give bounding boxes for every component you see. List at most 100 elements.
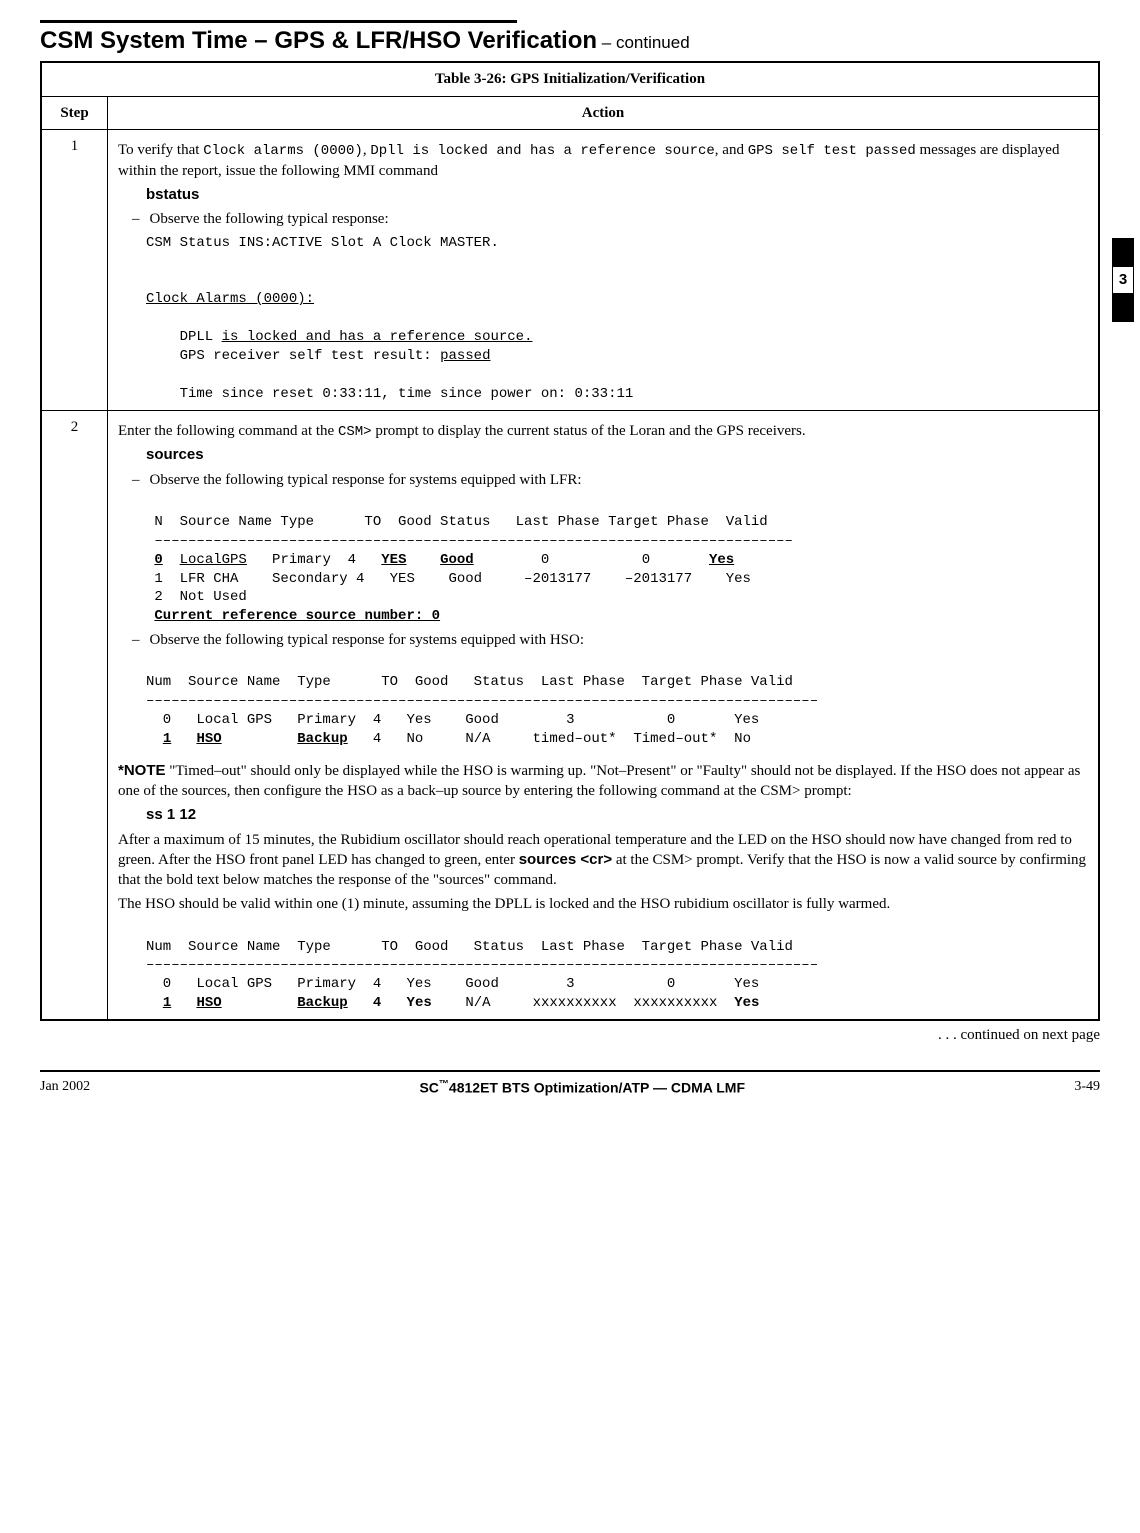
caption-rest: GPS Initialization/Verification (506, 71, 705, 87)
t: Enter the following command at the (118, 423, 338, 439)
t: 0 0 (474, 552, 709, 568)
t: Backup (297, 995, 347, 1011)
t: 0 (154, 552, 162, 568)
t: N/A xxxxxxxxxx xxxxxxxxxx (432, 995, 734, 1011)
step2-action: Enter the following command at the CSM> … (108, 410, 1100, 1020)
after2: The HSO should be valid within one (1) m… (118, 894, 1088, 914)
t: DPLL (146, 329, 222, 345)
page-footer: Jan 2002 SC™4812ET BTS Optimization/ATP … (40, 1070, 1100, 1098)
t: "Timed–out" should only be displayed whi… (118, 763, 1080, 799)
fin-row0: 0 Local GPS Primary 4 Yes Good 3 0 Yes (146, 975, 1088, 994)
dash: – (132, 630, 140, 650)
title-rule-top (40, 20, 517, 23)
title-main: CSM System Time – GPS & LFR/HSO Verifica… (40, 27, 597, 54)
hso-rule: ––––––––––––––––––––––––––––––––––––––––… (146, 692, 1088, 711)
step2-cmd: sources (146, 445, 1088, 465)
t (406, 552, 440, 568)
t: Current reference source number: 0 (154, 608, 440, 624)
step-num: 2 (41, 410, 108, 1020)
footer-center: SC™4812ET BTS Optimization/ATP — CDMA LM… (90, 1078, 1074, 1098)
t: Observe the following typical response f… (150, 470, 582, 490)
t: Yes (709, 552, 734, 568)
step1-action: To verify that Clock alarms (0000), Dpll… (108, 129, 1100, 410)
t (381, 995, 406, 1011)
step2-obs-lfr: – Observe the following typical response… (118, 470, 1088, 490)
step2-intro: Enter the following command at the CSM> … (118, 421, 1088, 442)
t: SC (419, 1080, 438, 1096)
blank (146, 271, 1088, 290)
t: HSO (196, 995, 221, 1011)
t: Dpll is locked and has a reference sourc… (370, 143, 714, 159)
t: prompt to display the current status of … (372, 423, 806, 439)
table-row: 2 Enter the following command at the CSM… (41, 410, 1099, 1020)
t: HSO (196, 731, 221, 747)
hso-row1: 1 HSO Backup 4 No N/A timed–out* Timed–o… (146, 730, 1088, 749)
side-tab: 3 (1112, 238, 1134, 322)
t (348, 995, 373, 1011)
blank (146, 494, 1088, 513)
t: 1 (163, 731, 171, 747)
fin-header: Num Source Name Type TO Good Status Last… (146, 938, 1088, 957)
t: Yes (407, 995, 432, 1011)
t: sources <cr> (519, 851, 612, 868)
t: Yes (734, 995, 759, 1011)
hso-row0: 0 Local GPS Primary 4 Yes Good 3 0 Yes (146, 711, 1088, 730)
t: ™ (439, 1079, 449, 1090)
t: Observe the following typical response f… (150, 630, 585, 650)
t: Good (440, 552, 474, 568)
lfr-row1: 1 LFR CHA Secondary 4 YES Good –2013177 … (146, 570, 1088, 589)
t (171, 995, 196, 1011)
blank (146, 252, 1088, 271)
footer-right: 3-49 (1074, 1078, 1100, 1098)
lfr-current: Current reference source number: 0 (146, 607, 1088, 626)
lfr-row2: 2 Not Used (146, 588, 1088, 607)
continued-note: . . . continued on next page (40, 1025, 1100, 1045)
dash: – (132, 470, 140, 490)
step1-dpll: DPLL is locked and has a reference sourc… (146, 328, 1088, 347)
step1-intro: To verify that Clock alarms (0000), Dpll… (118, 140, 1088, 181)
title-cont: – continued (597, 33, 690, 52)
col-action: Action (108, 96, 1100, 129)
step1-gps: GPS receiver self test result: passed (146, 347, 1088, 366)
t: Clock alarms (0000) (203, 143, 363, 159)
step1-cmd: bstatus (146, 185, 1088, 205)
after-max: After a maximum of 15 minutes, the Rubid… (118, 830, 1088, 891)
t: Observe the following typical response: (150, 209, 389, 229)
page-title: CSM System Time – GPS & LFR/HSO Verifica… (40, 25, 1100, 57)
table-row: 1 To verify that Clock alarms (0000), Dp… (41, 129, 1099, 410)
t: 4812ET BTS Optimization/ATP — CDMA LMF (449, 1080, 745, 1096)
blank (146, 309, 1088, 328)
note: *NOTE "Timed–out" should only be display… (118, 761, 1088, 802)
blank (146, 654, 1088, 673)
t: YES (381, 552, 406, 568)
fin-rule: ––––––––––––––––––––––––––––––––––––––––… (146, 956, 1088, 975)
t: 4 No N/A timed–out* Timed–out* No (348, 731, 751, 747)
step2-obs-hso: – Observe the following typical response… (118, 630, 1088, 650)
lfr-rule: ––––––––––––––––––––––––––––––––––––––––… (146, 532, 1088, 551)
lfr-header: N Source Name Type TO Good Status Last P… (146, 513, 1088, 532)
t: CSM> (338, 424, 372, 440)
blank (146, 366, 1088, 385)
lfr-row0: 0 LocalGPS Primary 4 YES Good 0 0 Yes (146, 551, 1088, 570)
footer-left: Jan 2002 (40, 1078, 90, 1098)
fin-row1: 1 HSO Backup 4 Yes N/A xxxxxxxxxx xxxxxx… (146, 994, 1088, 1013)
hso-header: Num Source Name Type TO Good Status Last… (146, 673, 1088, 692)
step1-clockalarms: Clock Alarms (0000): (146, 290, 1088, 309)
step1-time: Time since reset 0:33:11, time since pow… (146, 385, 1088, 404)
ss-cmd: ss 1 12 (146, 805, 1088, 825)
caption-bold: Table 3-26: (435, 71, 507, 87)
t (222, 995, 298, 1011)
t: Primary 4 (247, 552, 381, 568)
step-num: 1 (41, 129, 108, 410)
side-tab-bottom (1112, 294, 1134, 322)
t: LocalGPS (180, 552, 247, 568)
t: GPS self test passed (748, 143, 916, 159)
t (171, 731, 196, 747)
note-label: *NOTE (118, 762, 166, 779)
t: GPS receiver self test result: (146, 348, 440, 364)
table-caption: Table 3-26: GPS Initialization/Verificat… (41, 62, 1099, 96)
t: Clock Alarms (0000): (146, 291, 314, 307)
t: 1 (163, 995, 171, 1011)
side-tab-number: 3 (1112, 266, 1134, 294)
side-tab-top (1112, 238, 1134, 266)
